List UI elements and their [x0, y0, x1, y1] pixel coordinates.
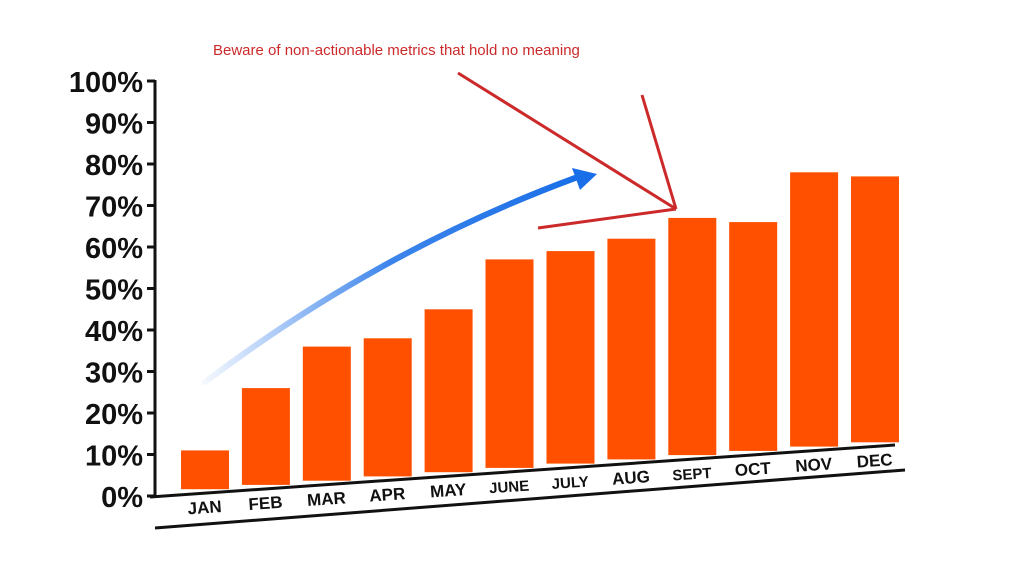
- annotations-group: Beware of non-actionable metrics that ho…: [202, 42, 678, 385]
- y-tick-label: 20%: [85, 399, 143, 431]
- y-tick-label: 50%: [85, 275, 143, 307]
- bar-nov: [790, 172, 839, 447]
- bar-oct: [729, 222, 778, 451]
- x-tick-label-dec: DEC: [856, 450, 893, 471]
- y-tick-label: 10%: [85, 441, 143, 473]
- x-tick-label-nov: NOV: [795, 454, 834, 476]
- bar-apr: [363, 338, 412, 477]
- x-tick-label-sept: SEPT: [672, 465, 712, 485]
- x-tick-label-apr: APR: [369, 484, 406, 505]
- y-tick-label: 60%: [85, 233, 143, 265]
- trend-arrowhead: [572, 168, 597, 190]
- y-tick-labels: 0% 10% 20% 30% 40% 50% 60% 70% 80% 90% 100%: [69, 67, 155, 514]
- trend-arrow: [202, 175, 578, 385]
- bar-june: [485, 259, 534, 468]
- bar-sept: [668, 217, 717, 456]
- y-tick-label: 0%: [101, 482, 143, 514]
- y-tick-label: 40%: [85, 316, 143, 348]
- x-axis-underline: [154, 468, 906, 530]
- annotation-pointer-line-2: [640, 94, 678, 210]
- annotation-text: Beware of non-actionable metrics that ho…: [213, 42, 580, 59]
- x-tick-label-jan: JAN: [187, 497, 222, 518]
- bar-feb: [241, 388, 290, 485]
- bar-jan: [181, 450, 229, 490]
- x-tick-label-feb: FEB: [248, 493, 283, 514]
- bars-group: [181, 172, 899, 490]
- x-tick-label-aug: AUG: [612, 467, 651, 489]
- annotation-pointer-line-1: [457, 71, 677, 211]
- x-tick-label-mar: MAR: [306, 488, 346, 510]
- x-tick-label-june: JUNE: [489, 478, 530, 498]
- y-tick-label: 90%: [85, 109, 143, 141]
- y-tick-label: 70%: [85, 192, 143, 224]
- bar-mar: [302, 346, 351, 481]
- x-tick-label-oct: OCT: [734, 459, 772, 480]
- bar-may: [424, 309, 473, 473]
- x-tick-labels: JAN FEB MAR APR MAY JUNE JULY AUG SEPT OCT NOV DEC: [187, 450, 893, 518]
- y-tick-label: 30%: [85, 358, 143, 390]
- y-tick-label: 100%: [69, 67, 143, 99]
- bar-dec: [851, 176, 899, 443]
- x-tick-label-may: MAY: [429, 480, 467, 502]
- bar-july: [546, 251, 595, 464]
- bar-aug: [607, 238, 656, 460]
- y-tick-label: 80%: [85, 150, 143, 182]
- x-tick-label-july: JULY: [551, 473, 589, 493]
- annotation-pointer-line-3: [537, 207, 677, 230]
- x-axis-line: [149, 443, 896, 499]
